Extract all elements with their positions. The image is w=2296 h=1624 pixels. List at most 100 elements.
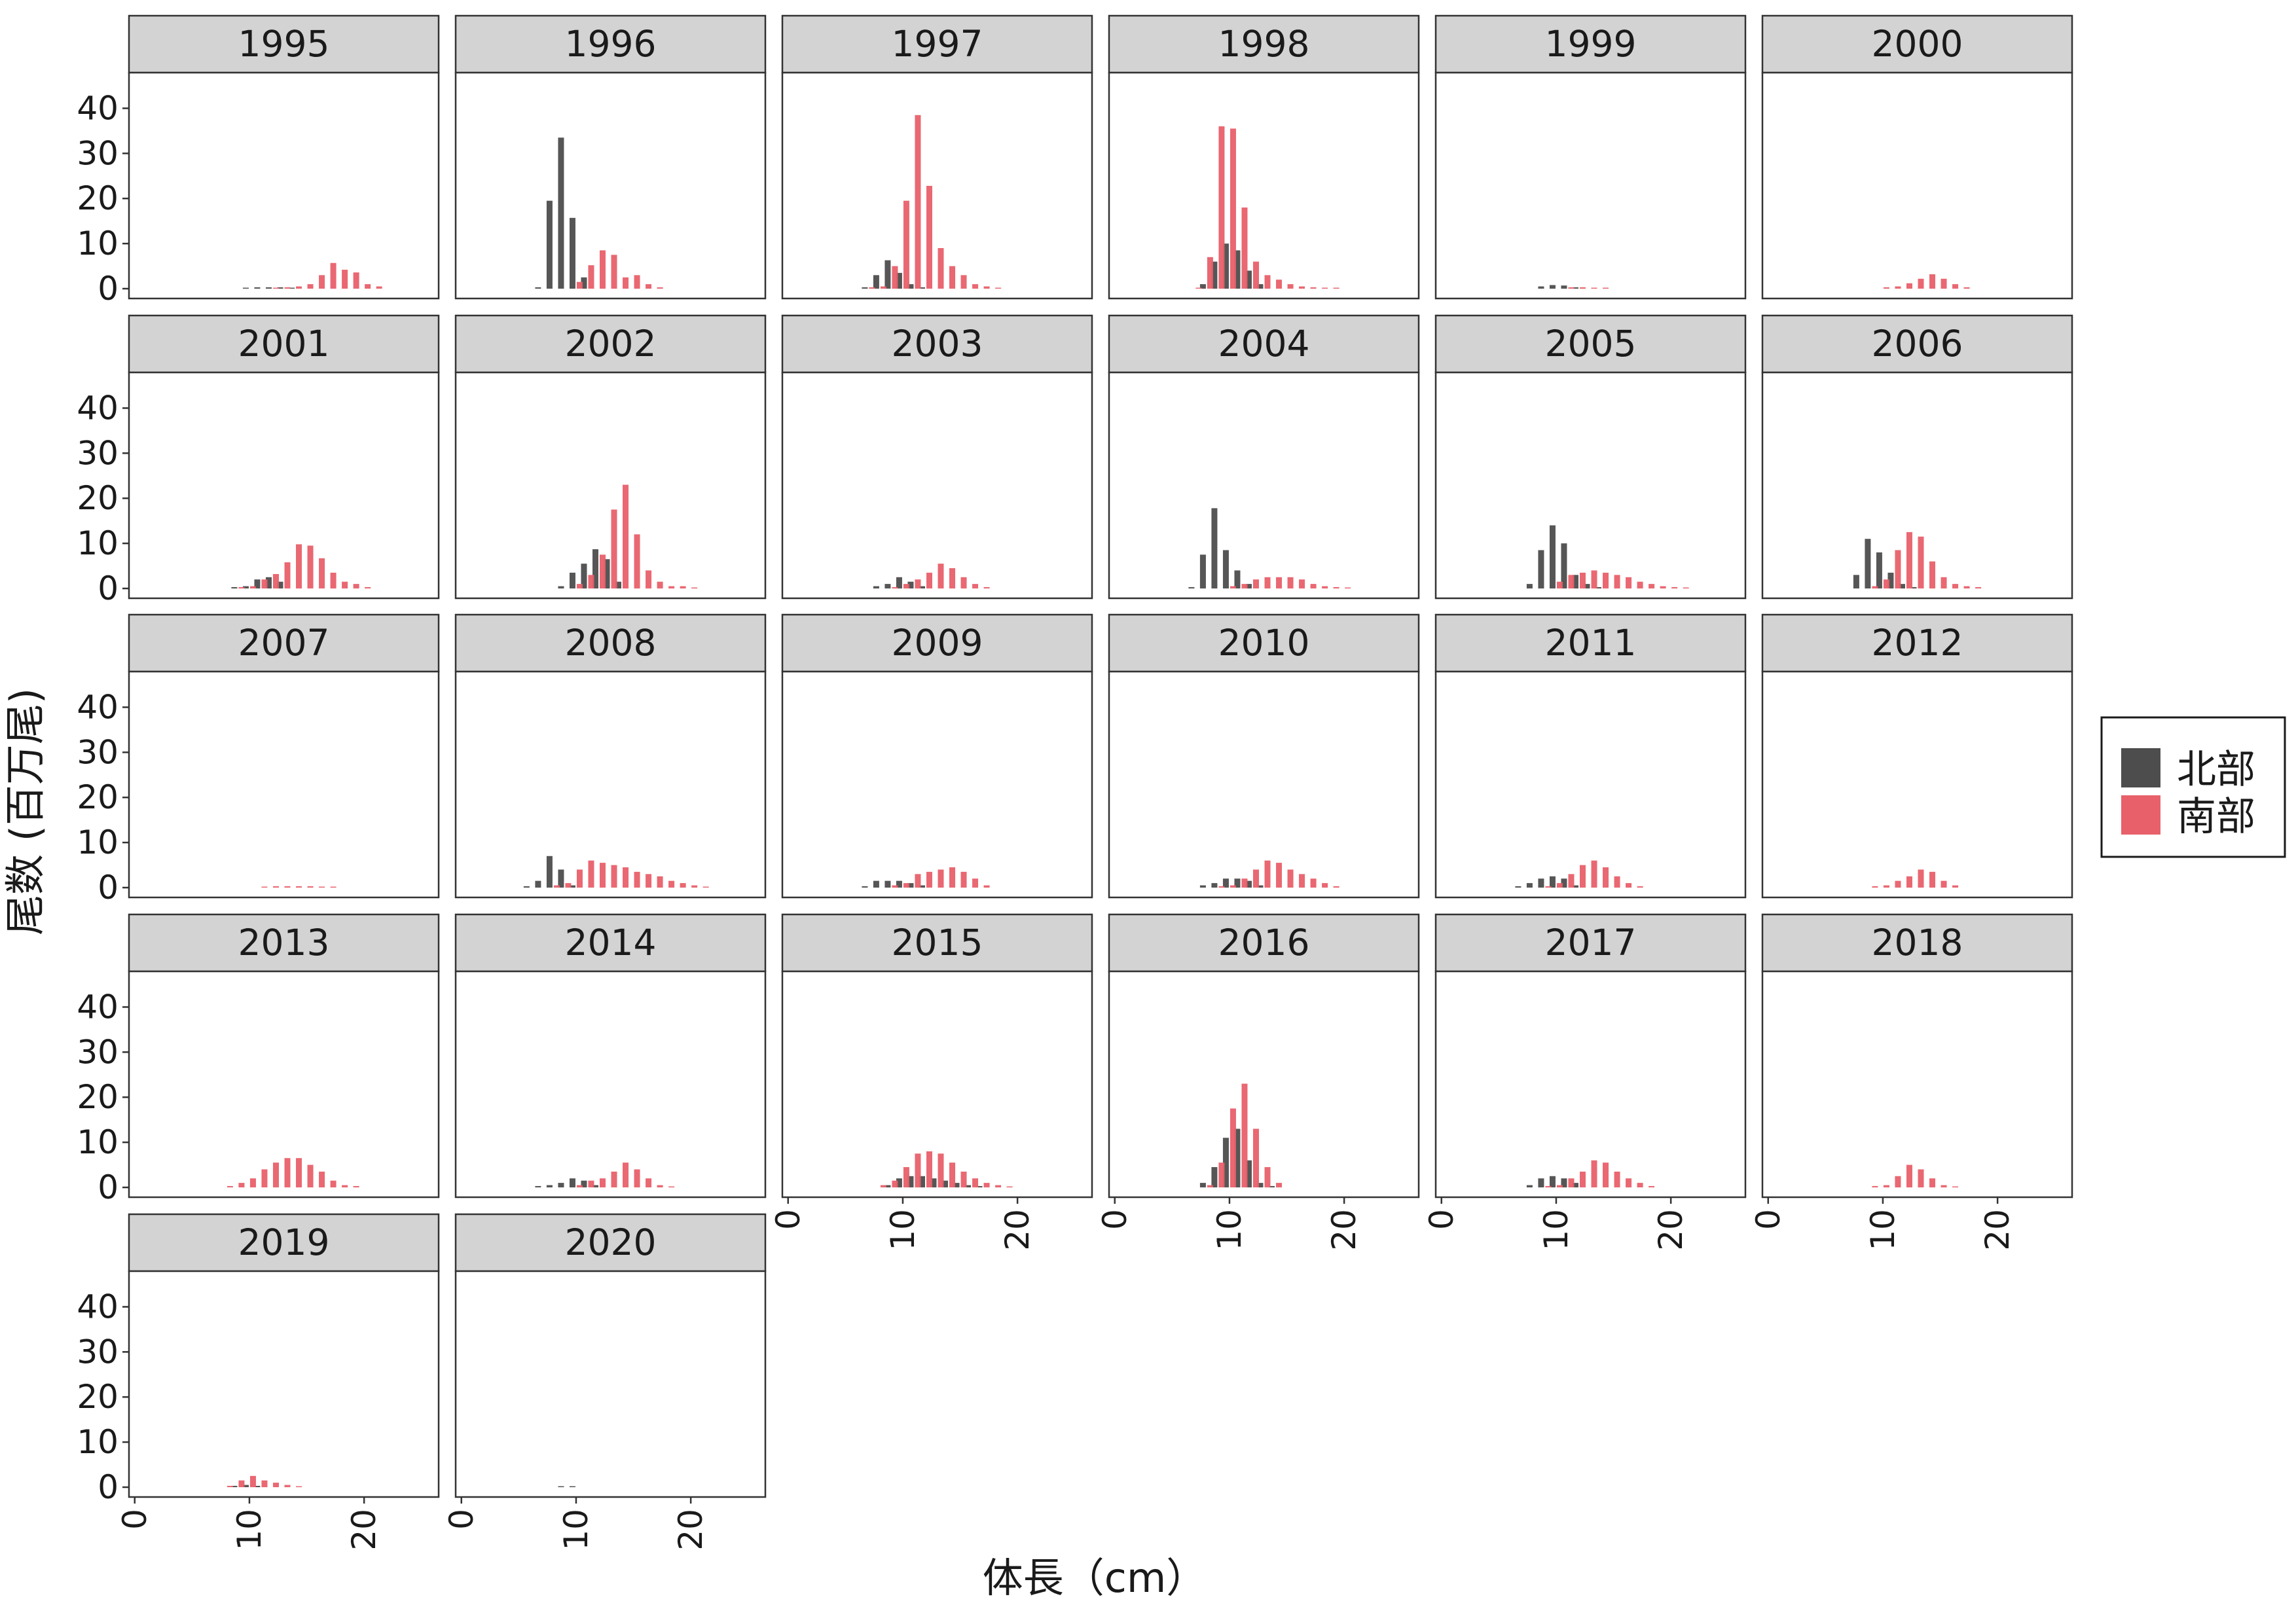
plot-area <box>1761 371 2073 600</box>
bar-south-1997-16 <box>972 284 979 289</box>
bar-south-2005-20 <box>1671 586 1678 588</box>
bar-south-2011-13 <box>1591 860 1597 888</box>
bar-south-2011-15 <box>1614 876 1620 888</box>
bar-north-2010-9 <box>1211 883 1218 888</box>
x-tick-label: 20 <box>1325 1209 1363 1251</box>
plot-area <box>781 970 1093 1199</box>
bar-south-2002-19 <box>680 586 686 588</box>
bar-north-2011-10 <box>1549 876 1556 888</box>
plot-area <box>454 670 767 899</box>
bar-south-1995-21 <box>376 286 382 289</box>
bar-south-2003-9 <box>892 586 898 588</box>
plot-area <box>1108 670 1420 899</box>
facet-strip-label: 1998 <box>1218 23 1310 65</box>
bar-south-2017-12 <box>1579 1171 1586 1187</box>
bar-south-2008-8 <box>553 885 560 888</box>
bar-south-2009-17 <box>983 885 990 888</box>
bar-south-2010-17 <box>1310 878 1317 888</box>
bar-south-2005-16 <box>1626 577 1632 588</box>
bar-south-2001-12 <box>272 573 279 588</box>
bar-north-2009-7 <box>862 886 868 888</box>
bar-north-2008-9 <box>558 869 564 888</box>
bar-south-2018-15 <box>1941 1185 1947 1187</box>
bar-south-2001-16 <box>319 558 325 588</box>
facet-strip <box>128 14 440 74</box>
facet-panel-1995: 1995 0 10 20 30 40 <box>77 14 440 308</box>
bar-south-2015-19 <box>1006 1186 1013 1187</box>
plot-area <box>128 71 440 300</box>
y-tick-label: 30 <box>77 434 118 472</box>
bar-south-2017-9 <box>1545 1185 1552 1187</box>
bar-south-1998-12 <box>1252 261 1259 289</box>
bar-north-2008-10 <box>569 885 575 888</box>
bar-south-1996-11 <box>588 265 594 289</box>
bar-south-2006-12 <box>1906 532 1912 588</box>
bar-south-2006-18 <box>1975 586 1982 588</box>
facet-panel-1998: 1998 <box>1108 14 1420 300</box>
bar-south-2010-15 <box>1287 869 1294 888</box>
bar-south-2019-10 <box>249 1475 256 1487</box>
facet-strip-label: 1997 <box>892 23 983 65</box>
bar-south-2004-16 <box>1299 579 1305 588</box>
plot-area <box>1108 71 1420 300</box>
bar-south-2008-12 <box>599 863 606 888</box>
bar-north-2016-13 <box>1257 1183 1264 1187</box>
plot-area <box>1761 670 2073 899</box>
bar-north-2011-12 <box>1572 885 1578 888</box>
bar-south-1996-10 <box>576 281 583 289</box>
bar-north-2006-12 <box>1899 584 1905 588</box>
bar-south-2014-13 <box>611 1171 617 1187</box>
bar-south-2008-10 <box>576 869 583 888</box>
bar-north-2003-8 <box>873 586 879 588</box>
facet-panel-2006: 2006 <box>1761 314 2073 600</box>
bar-south-2019-9 <box>238 1480 245 1487</box>
bar-south-2017-13 <box>1591 1160 1597 1187</box>
bar-south-2007-11 <box>261 886 268 888</box>
facet-panel-1999: 1999 <box>1434 14 1747 300</box>
bar-south-2007-16 <box>319 886 325 888</box>
bar-south-1997-15 <box>960 275 967 289</box>
bar-south-2008-19 <box>680 883 686 888</box>
bar-south-2015-12 <box>926 1151 932 1187</box>
bar-south-2010-19 <box>1333 886 1339 888</box>
bar-north-2005-14 <box>1595 586 1602 588</box>
bar-north-2016-9 <box>1211 1167 1218 1187</box>
bar-north-1998-10 <box>1222 244 1229 289</box>
y-tick-label: 0 <box>98 569 118 607</box>
bar-north-2008-8 <box>546 856 553 888</box>
bar-south-2001-18 <box>342 581 348 588</box>
facet-panel-2019: 2019 0 10 20 30 40 0 10 20 <box>77 1213 440 1551</box>
plot-area <box>781 71 1093 300</box>
x-tick-label: 20 <box>1978 1209 2016 1251</box>
bar-south-2015-14 <box>949 1163 956 1187</box>
facet-strip <box>1434 913 1747 973</box>
plot-area <box>128 371 440 600</box>
y-tick-label: 20 <box>77 778 118 816</box>
bar-south-2016-9 <box>1218 1163 1225 1187</box>
bar-south-2011-9 <box>1545 886 1552 888</box>
bar-north-2015-16 <box>965 1185 972 1187</box>
facet-strip-label: 2019 <box>238 1221 330 1263</box>
bar-north-2011-9 <box>1538 878 1544 888</box>
facet-strip-label: 2012 <box>1872 622 1963 664</box>
bar-south-1998-10 <box>1230 128 1236 289</box>
bar-north-2015-13 <box>930 1178 937 1187</box>
bar-south-2001-9 <box>238 586 245 588</box>
bar-south-2014-18 <box>668 1186 675 1187</box>
bar-north-1999-12 <box>1572 287 1578 289</box>
facet-strip-label: 2001 <box>238 323 330 365</box>
bar-north-2011-8 <box>1526 883 1533 888</box>
facet-strip <box>128 613 440 673</box>
bar-south-1997-8 <box>880 286 886 289</box>
bar-north-2003-11 <box>907 581 914 588</box>
bar-south-1999-11 <box>1568 287 1575 289</box>
plot-area <box>781 670 1093 899</box>
bar-north-2015-17 <box>976 1185 983 1187</box>
bar-south-2004-14 <box>1276 577 1283 588</box>
bar-south-2010-10 <box>1230 885 1236 888</box>
bar-north-2019-9 <box>231 1485 238 1487</box>
bar-south-1997-10 <box>903 200 909 289</box>
bar-south-2003-17 <box>983 586 990 588</box>
bar-north-2002-13 <box>604 559 610 588</box>
bar-south-2010-18 <box>1322 883 1328 888</box>
